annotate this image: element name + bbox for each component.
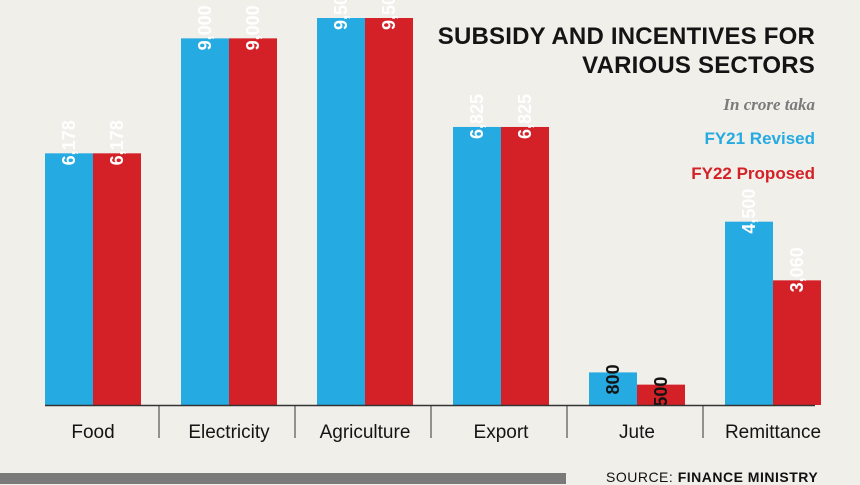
bar-electricity-fy21 [181,38,229,406]
category-label: Remittance [725,422,821,443]
bar-value-label: 500 [651,377,671,407]
category-label: Jute [619,422,655,443]
bar-value-label: 9,000 [195,5,215,50]
bar-food-fy21 [45,153,93,405]
bar-export-fy22 [501,126,549,405]
bar-value-label: 6,178 [59,120,79,165]
bar-value-label: 800 [603,364,623,394]
bar-value-label: 3,060 [787,247,807,292]
bar-value-label: 9,500 [331,0,351,30]
category-label: Electricity [188,422,270,443]
title-line-2: VARIOUS SECTORS [582,52,815,79]
bar-jute-fy22 [637,384,685,405]
bar-value-label: 9,000 [243,5,263,50]
legend-fy22: FY22 Proposed [691,164,815,183]
source-note: SOURCE: FINANCE MINISTRY [606,469,818,485]
title-line-1: SUBSIDY AND INCENTIVES FOR [437,23,815,50]
bar-remittance-fy21 [725,221,773,405]
bar-value-label: 6,825 [467,94,487,139]
bar-export-fy21 [453,126,501,405]
source-name: FINANCE MINISTRY [677,469,819,485]
bar-agriculture-fy22 [365,18,413,405]
bar-jute-fy21 [589,372,637,405]
bar-value-label: 6,178 [107,120,127,165]
footer-bar [0,473,566,484]
source-prefix: SOURCE: [606,469,674,485]
bar-food-fy22 [93,153,141,405]
bar-electricity-fy22 [229,38,277,406]
bar-value-label: 6,825 [515,94,535,139]
category-label: Export [474,422,530,443]
bar-remittance-fy22 [773,280,821,405]
bar-agriculture-fy21 [317,18,365,405]
bar-value-label: 9,500 [379,0,399,30]
category-label: Agriculture [320,422,411,443]
category-label: Food [71,422,114,443]
chart-title: SUBSIDY AND INCENTIVES FOR VARIOUS SECTO… [438,22,815,80]
bar-value-label: 4,500 [739,189,759,234]
legend-fy21: FY21 Revised [704,129,815,148]
unit-note: In crore taka [723,95,815,114]
